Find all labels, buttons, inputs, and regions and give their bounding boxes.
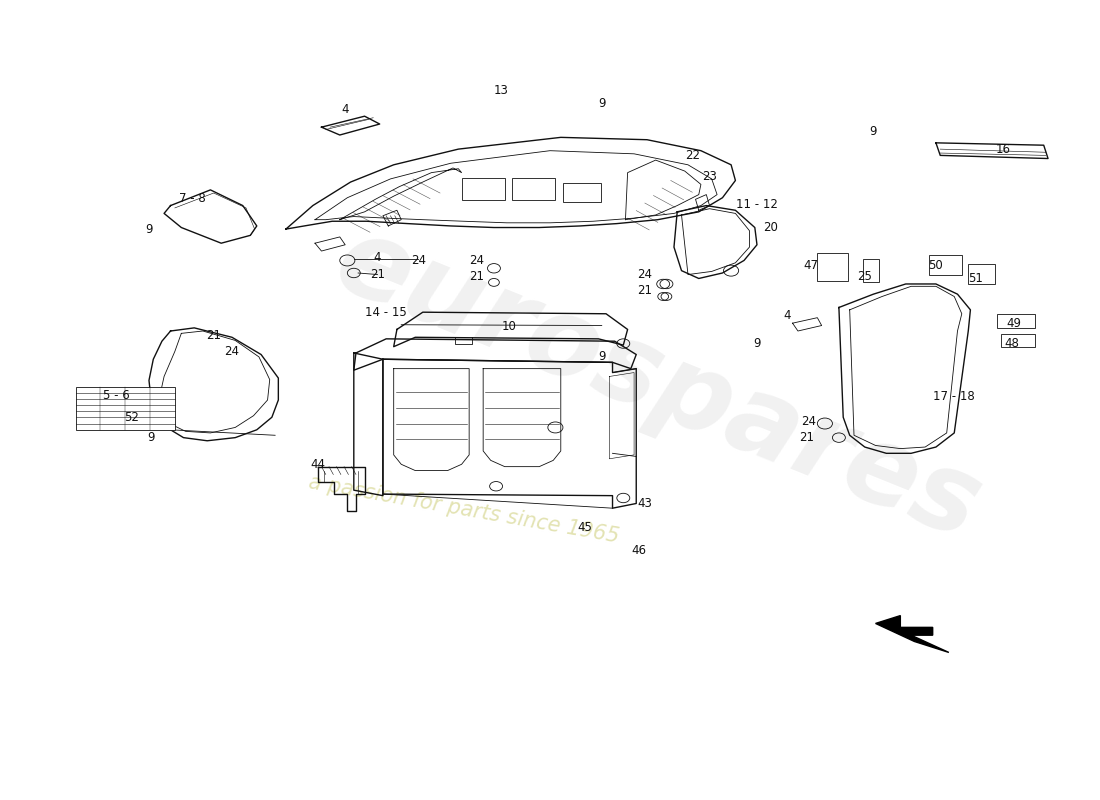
Text: 9: 9 <box>147 431 155 444</box>
Bar <box>563 183 601 202</box>
Text: 21: 21 <box>470 270 484 282</box>
Text: 16: 16 <box>996 142 1010 156</box>
Text: 9: 9 <box>754 337 761 350</box>
Text: 43: 43 <box>637 497 652 510</box>
Bar <box>817 254 847 281</box>
Text: 23: 23 <box>702 170 717 183</box>
Text: 14 - 15: 14 - 15 <box>365 306 407 318</box>
Text: 24: 24 <box>411 254 426 267</box>
Text: 24: 24 <box>470 254 484 267</box>
Text: 51: 51 <box>968 272 983 285</box>
Text: 21: 21 <box>637 284 652 297</box>
Text: 24: 24 <box>801 415 816 429</box>
Text: 50: 50 <box>928 258 944 272</box>
Text: 10: 10 <box>502 320 517 333</box>
Bar <box>1001 334 1035 346</box>
Text: 17 - 18: 17 - 18 <box>934 390 975 402</box>
Text: 21: 21 <box>370 268 385 281</box>
Bar <box>462 178 505 200</box>
Text: 11 - 12: 11 - 12 <box>736 198 778 210</box>
Text: 7 - 8: 7 - 8 <box>178 192 206 205</box>
Text: 24: 24 <box>224 345 240 358</box>
Text: 21: 21 <box>206 330 221 342</box>
Text: 48: 48 <box>1004 337 1019 350</box>
Text: 9: 9 <box>870 126 877 138</box>
Bar <box>862 259 879 282</box>
Text: 5 - 6: 5 - 6 <box>103 389 130 402</box>
Text: 4: 4 <box>341 103 349 117</box>
Text: 9: 9 <box>145 222 153 235</box>
Text: 4: 4 <box>783 309 791 322</box>
Bar <box>513 178 556 200</box>
Text: a passion for parts since 1965: a passion for parts since 1965 <box>307 473 620 547</box>
Text: 13: 13 <box>494 84 509 97</box>
Bar <box>998 314 1035 328</box>
Text: 9: 9 <box>598 350 605 363</box>
Text: 44: 44 <box>310 458 326 470</box>
Bar <box>76 386 175 430</box>
Polygon shape <box>876 616 949 653</box>
Bar <box>930 255 961 274</box>
Text: 24: 24 <box>637 268 652 281</box>
Text: 46: 46 <box>631 544 646 557</box>
Text: 9: 9 <box>598 97 605 110</box>
Bar <box>968 264 996 284</box>
Text: 52: 52 <box>124 410 140 424</box>
Text: eurospares: eurospares <box>320 207 996 562</box>
Text: 49: 49 <box>1006 317 1021 330</box>
Text: 4: 4 <box>374 251 382 264</box>
Text: 45: 45 <box>578 521 592 534</box>
Text: 20: 20 <box>763 221 779 234</box>
Text: 21: 21 <box>799 431 814 444</box>
Text: 25: 25 <box>857 270 872 282</box>
Text: 47: 47 <box>803 258 818 272</box>
Text: 22: 22 <box>685 149 700 162</box>
